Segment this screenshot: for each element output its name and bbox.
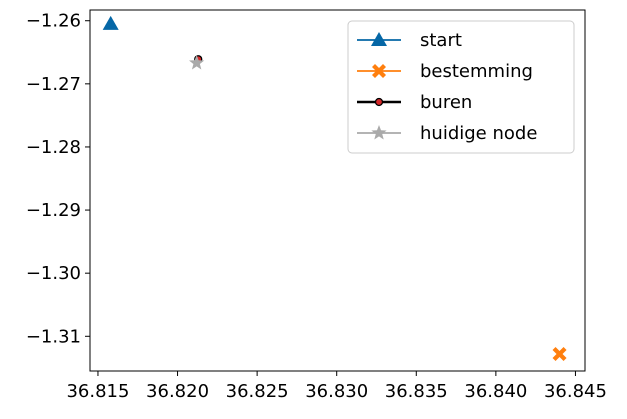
legend-marker-bestemming xyxy=(372,64,386,78)
x-axis: 36.815 36.820 36.825 36.830 36.835 36.840 36.8… xyxy=(66,371,607,402)
y-tick-label: −1.31 xyxy=(26,326,81,347)
point-huidige-node xyxy=(189,55,205,70)
x-tick-label: 36.815 xyxy=(66,381,129,402)
x-tick-label: 36.845 xyxy=(544,381,607,402)
y-axis: −1.26 −1.27 −1.28 −1.29 −1.30 −1.31 xyxy=(26,11,90,347)
x-tick-label: 36.825 xyxy=(226,381,289,402)
x-tick-label: 36.840 xyxy=(464,381,527,402)
legend-label: huidige node xyxy=(420,123,537,144)
legend: start bestemming buren huidige node xyxy=(347,20,575,154)
legend-box xyxy=(347,20,575,154)
y-tick-label: −1.28 xyxy=(26,137,81,158)
x-tick-label: 36.835 xyxy=(385,381,448,402)
data-marks xyxy=(102,15,567,361)
legend-marker-start xyxy=(371,32,387,46)
legend-label: start xyxy=(420,30,462,51)
y-tick-label: −1.29 xyxy=(26,200,81,221)
point-bestemming xyxy=(552,346,567,361)
x-tick-label: 36.830 xyxy=(305,381,368,402)
point-start xyxy=(102,15,119,30)
y-tick-label: −1.27 xyxy=(26,74,81,95)
x-tick-label: 36.820 xyxy=(146,381,209,402)
legend-label: buren xyxy=(420,92,472,113)
y-tick-label: −1.26 xyxy=(26,11,81,32)
legend-marker-huidige-node xyxy=(371,125,387,140)
legend-marker-buren xyxy=(374,97,384,107)
y-tick-label: −1.30 xyxy=(26,263,81,284)
legend-label: bestemming xyxy=(420,61,533,82)
